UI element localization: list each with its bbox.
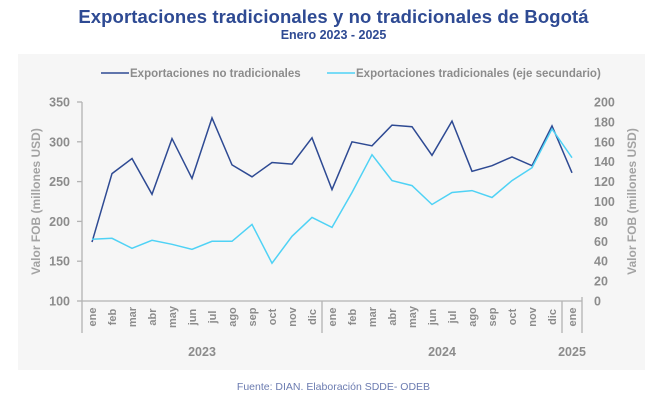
series-line-tradicionales [91, 127, 573, 265]
x-tick-label: jul [447, 311, 459, 325]
y2-tick-label: 60 [594, 235, 608, 249]
x-tick-label: jul [207, 311, 219, 325]
x-tick-label: ene [327, 308, 339, 327]
x-tick-label: oct [507, 308, 519, 325]
x-tick-label: nov [287, 306, 299, 326]
x-tick-label: may [407, 305, 419, 328]
x-tick-label: abr [147, 308, 159, 326]
x-tick-label: ene [567, 308, 579, 327]
x-tick-label: sep [247, 307, 259, 326]
legend-label: Exportaciones no tradicionales [130, 68, 301, 80]
series-line-no-tradicionales [91, 115, 573, 243]
axes: 100 150 200 250 300 350 0 20 40 60 80 100 120 140 160 1… [29, 96, 639, 360]
y2-tick-label: 100 [594, 195, 615, 209]
y-tick-label: 250 [49, 175, 70, 189]
chart-subtitle: Enero 2023 - 2025 [280, 28, 387, 42]
x-tick-label: feb [107, 308, 119, 325]
x-tick-label: oct [267, 308, 279, 325]
y2-tick-label: 140 [594, 155, 615, 169]
x-tick-label: ene [87, 308, 99, 327]
y2-tick-label: 160 [594, 135, 615, 149]
y-axis-title: Valor FOB (millones USD) [29, 128, 43, 275]
y2-tick-label: 0 [594, 295, 601, 309]
chart-panel [18, 54, 645, 370]
x-tick-label: abr [387, 308, 399, 326]
y2-tick-label: 40 [594, 255, 608, 269]
y2-tick-label: 20 [594, 275, 608, 289]
x-tick-label: jun [427, 308, 439, 326]
y2-tick-label: 120 [594, 175, 615, 189]
source-note: Fuente: DIAN. Elaboración SDDE- ODEB [236, 381, 431, 393]
x-tick-label: nov [527, 306, 539, 326]
x-tick-label: mar [127, 306, 139, 327]
x-tick-label: jun [187, 308, 199, 326]
y-tick-label: 350 [49, 96, 70, 110]
chart-title: Exportaciones tradicionales y no tradici… [78, 6, 589, 27]
x-tick-label: feb [347, 308, 359, 325]
y2-axis-title: Valor FOB (millones USD) [625, 128, 639, 275]
x-tick-label: dic [307, 309, 319, 325]
x-tick-label: may [167, 305, 179, 328]
legend-label: Exportaciones tradicionales (eje secunda… [356, 68, 601, 80]
legend: Exportaciones no tradicionales Exportacio… [101, 68, 601, 80]
x-tick-label: ago [227, 307, 239, 327]
y-tick-label: 300 [49, 135, 70, 149]
y-tick-label: 200 [49, 215, 70, 229]
series-lines [91, 115, 573, 265]
x-group-label: 2024 [428, 345, 456, 359]
y-tick-label: 150 [49, 255, 70, 269]
y2-tick-label: 200 [594, 96, 615, 110]
y2-tick-label: 80 [594, 215, 608, 229]
x-tick-label: sep [487, 307, 499, 326]
x-tick-label: dic [547, 309, 559, 325]
y-tick-label: 100 [49, 295, 70, 309]
x-tick-label: ago [467, 307, 479, 327]
x-group-label: 2023 [188, 345, 216, 359]
x-tick-label: mar [367, 306, 379, 327]
y2-tick-label: 180 [594, 115, 615, 129]
x-group-label: 2025 [558, 345, 586, 359]
